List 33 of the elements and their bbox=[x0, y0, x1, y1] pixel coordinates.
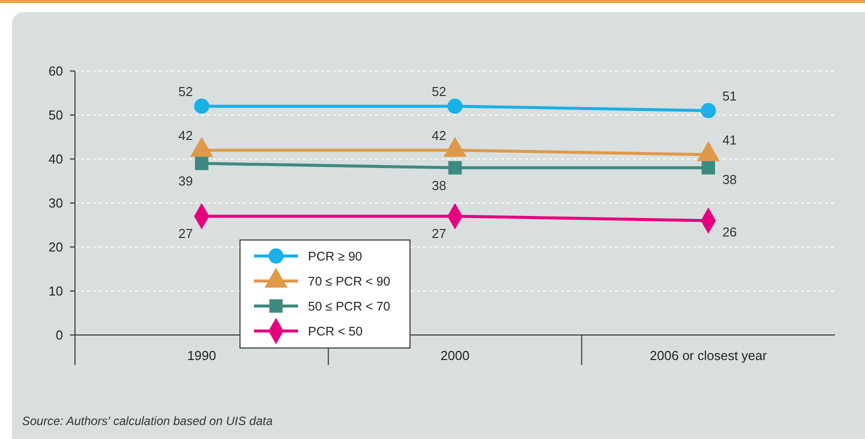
y-tick-label: 60 bbox=[48, 64, 63, 79]
data-label: 27 bbox=[432, 226, 446, 242]
data-label: 52 bbox=[432, 84, 446, 100]
point bbox=[702, 161, 716, 175]
y-tick-label: 10 bbox=[48, 284, 63, 299]
y-tick-label: 50 bbox=[48, 108, 63, 123]
x-tick-label: 2006 or closest year bbox=[650, 348, 768, 363]
point bbox=[194, 156, 208, 170]
point bbox=[700, 103, 716, 118]
data-label: 41 bbox=[722, 132, 737, 148]
data-label: 39 bbox=[178, 173, 193, 188]
y-tick-label: 30 bbox=[48, 196, 63, 211]
source-note: Source: Authors' calculation based on UIS data bbox=[22, 414, 273, 428]
legend-label: PCR ≥ 90 bbox=[308, 249, 362, 264]
data-label: 42 bbox=[178, 128, 193, 144]
legend-label: PCR < 50 bbox=[308, 324, 363, 338]
y-tick-label: 40 bbox=[48, 152, 63, 167]
legend-label: 70 ≤ PCR < 90 bbox=[308, 274, 390, 288]
point bbox=[194, 98, 210, 114]
x-tick-label: 2000 bbox=[440, 348, 470, 363]
data-label: 26 bbox=[722, 224, 737, 240]
data-label: 27 bbox=[178, 226, 193, 242]
data-label: 42 bbox=[432, 128, 446, 144]
y-tick-label: 20 bbox=[48, 240, 63, 255]
data-label: 38 bbox=[432, 178, 446, 193]
data-label: 38 bbox=[722, 172, 737, 187]
x-tick-label: 1990 bbox=[187, 348, 216, 363]
legend-label: 50 ≤ PCR < 70 bbox=[308, 299, 390, 314]
point bbox=[448, 161, 462, 175]
data-label: 52 bbox=[178, 84, 193, 100]
y-tick-label: 0 bbox=[56, 328, 63, 343]
point bbox=[447, 98, 463, 114]
data-label: 51 bbox=[722, 88, 737, 104]
